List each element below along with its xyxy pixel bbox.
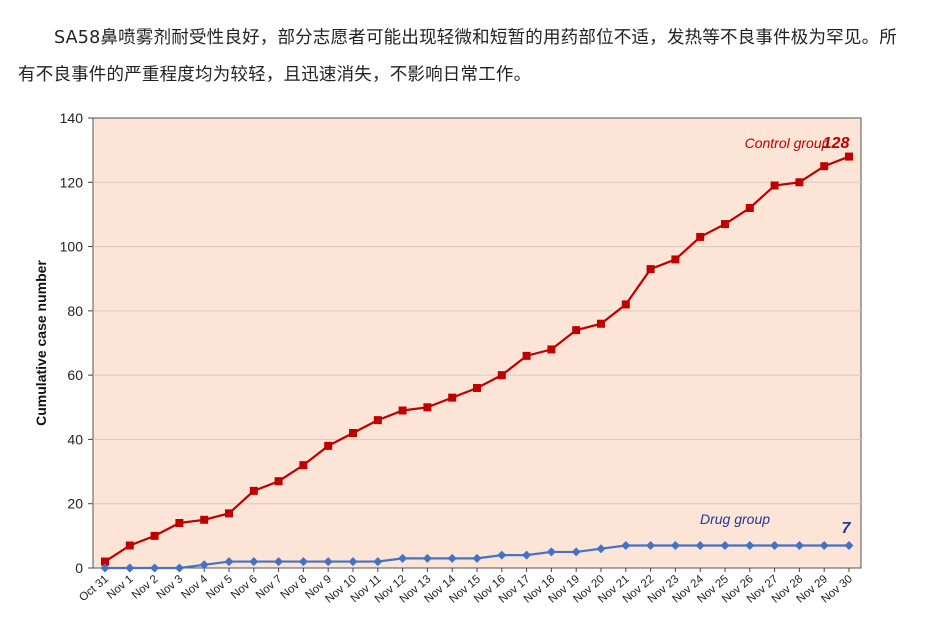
data-point (695, 541, 705, 550)
x-tick-label: Nov 7 (254, 573, 285, 602)
data-point (324, 441, 333, 450)
x-tick-label: Oct 31 (77, 573, 111, 604)
y-tick-label: 0 (75, 560, 83, 576)
data-point (522, 351, 531, 360)
data-point (770, 541, 780, 550)
data-point (175, 519, 184, 527)
series-name-label: Drug group (700, 511, 770, 527)
y-axis-label: Cumulative case number (33, 260, 49, 426)
data-point (473, 384, 481, 392)
y-tick-label: 60 (67, 367, 83, 383)
data-point (745, 541, 755, 550)
y-tick-label: 80 (67, 303, 83, 319)
data-point (621, 300, 630, 309)
y-tick-label: 120 (60, 174, 84, 190)
data-point (299, 461, 308, 470)
data-point (720, 541, 730, 550)
x-tick-label: Nov 6 (229, 573, 260, 602)
data-point (199, 560, 209, 570)
data-point (224, 557, 234, 567)
plot-area (92, 117, 862, 569)
data-point (572, 326, 581, 335)
data-point (497, 371, 506, 380)
data-point (101, 557, 109, 566)
data-point (100, 563, 110, 573)
data-point (671, 255, 680, 264)
data-point (373, 416, 382, 425)
y-tick-label: 40 (67, 431, 83, 447)
data-point (422, 553, 432, 563)
data-point (472, 553, 482, 563)
data-point (696, 232, 705, 241)
data-point (348, 557, 358, 567)
data-point (621, 541, 631, 550)
data-point (546, 547, 556, 557)
data-point (448, 393, 457, 402)
data-point (646, 541, 656, 550)
y-tick-label: 100 (60, 239, 84, 255)
data-point (721, 220, 729, 229)
y-tick-label: 140 (60, 110, 84, 126)
data-point (423, 403, 432, 412)
data-point (795, 178, 804, 187)
y-axis-ticks: 0 20 40 60 80 100 120 140 (60, 110, 93, 576)
data-point (398, 553, 408, 563)
data-point (125, 563, 135, 573)
series-end-value-label: 128 (823, 135, 850, 152)
x-tick-label: Nov 1 (105, 573, 136, 602)
data-point (447, 553, 457, 563)
data-point (349, 429, 357, 437)
data-point (794, 541, 804, 550)
data-point (225, 509, 233, 518)
data-point (323, 557, 333, 567)
data-point (820, 162, 829, 171)
series-name-label: Control group (745, 135, 830, 151)
data-point (298, 557, 308, 567)
data-point (150, 531, 159, 540)
y-tick-label: 20 (67, 496, 83, 512)
gridlines (93, 181, 861, 505)
x-tick-label: Nov 2 (130, 573, 161, 602)
x-tick-label: Nov 5 (204, 573, 235, 602)
data-point (845, 152, 853, 161)
data-point (249, 557, 259, 567)
data-point (398, 406, 407, 415)
data-point (522, 550, 532, 560)
data-point (200, 515, 209, 524)
data-point (174, 563, 184, 573)
data-point (150, 563, 160, 573)
data-point (274, 557, 284, 567)
data-point (819, 541, 829, 550)
x-tick-label: Nov 8 (279, 573, 310, 602)
data-point (547, 345, 556, 354)
x-tick-label: Nov 4 (179, 573, 210, 602)
data-point (596, 544, 606, 554)
data-point (646, 265, 655, 274)
series-end-value-label: 7 (842, 520, 852, 537)
data-point (373, 557, 383, 567)
data-point (745, 204, 754, 212)
intro-paragraph: SA58鼻喷雾剂耐受性良好，部分志愿者可能出现轻微和短暂的用药部位不适，发热等不… (18, 28, 897, 85)
data-point (571, 547, 581, 557)
data-point (497, 550, 507, 560)
data-point (670, 541, 680, 550)
data-point (125, 541, 134, 550)
data-point (249, 486, 258, 495)
data-point (274, 477, 283, 486)
x-tick-label: Nov 3 (155, 573, 186, 602)
series-lines (100, 152, 854, 573)
data-point (844, 541, 854, 550)
data-point (770, 181, 779, 190)
data-point (597, 319, 605, 328)
